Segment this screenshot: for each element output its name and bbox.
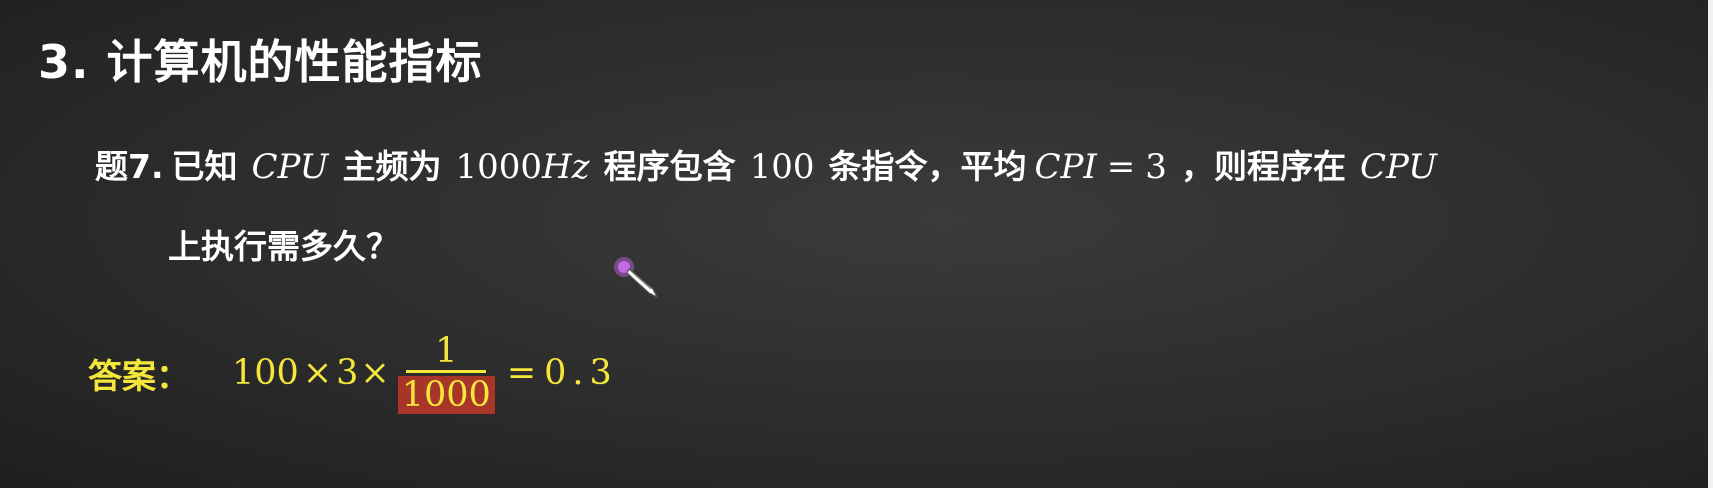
- math-cpu: CPU: [251, 147, 329, 187]
- question-line-1: 题7. 已知 CPU 主频为 1000 Hz 程序包含 100 条指令，平均 C…: [95, 140, 1437, 188]
- math-frequency-value: 1000: [455, 147, 542, 187]
- question-text-known: 已知: [171, 147, 238, 186]
- math-frequency-unit: Hz: [541, 147, 590, 187]
- answer-label: 答案：: [88, 356, 190, 397]
- answer-fraction: 1 1000: [397, 331, 495, 414]
- answer-times-2: ×: [360, 353, 390, 393]
- question-text-frequency: 主频为: [342, 147, 442, 186]
- question-text-average: 条指令，平均: [828, 147, 1027, 186]
- page-title: 3. 计算机的性能指标: [38, 35, 483, 89]
- fraction-numerator: 1: [435, 331, 458, 371]
- answer-result: 0.3: [544, 353, 618, 393]
- math-equals: =: [1106, 147, 1136, 187]
- right-edge-strip: [1708, 0, 1713, 488]
- fraction-bar: [406, 370, 487, 373]
- question-label: 题7.: [95, 147, 164, 186]
- question-text-program: 程序包含: [603, 147, 736, 186]
- fraction-denominator: 1000: [397, 376, 495, 414]
- math-instruction-count: 100: [749, 147, 815, 187]
- answer-row: 答案： 100 × 3 × 1 1000 = 0.3: [88, 332, 618, 414]
- answer-equals: =: [506, 353, 537, 393]
- math-cpi-value: 3: [1145, 147, 1167, 187]
- pen-pointer-icon: [614, 257, 659, 299]
- answer-term-100: 100: [232, 353, 299, 393]
- question-line-2: 上执行需多久？: [168, 227, 399, 266]
- question-text-then: ，则程序在: [1180, 147, 1346, 186]
- answer-term-3: 3: [336, 353, 359, 393]
- answer-times-1: ×: [302, 353, 333, 393]
- math-cpu-2: CPU: [1359, 147, 1437, 187]
- math-cpi-label: CPI: [1034, 147, 1097, 187]
